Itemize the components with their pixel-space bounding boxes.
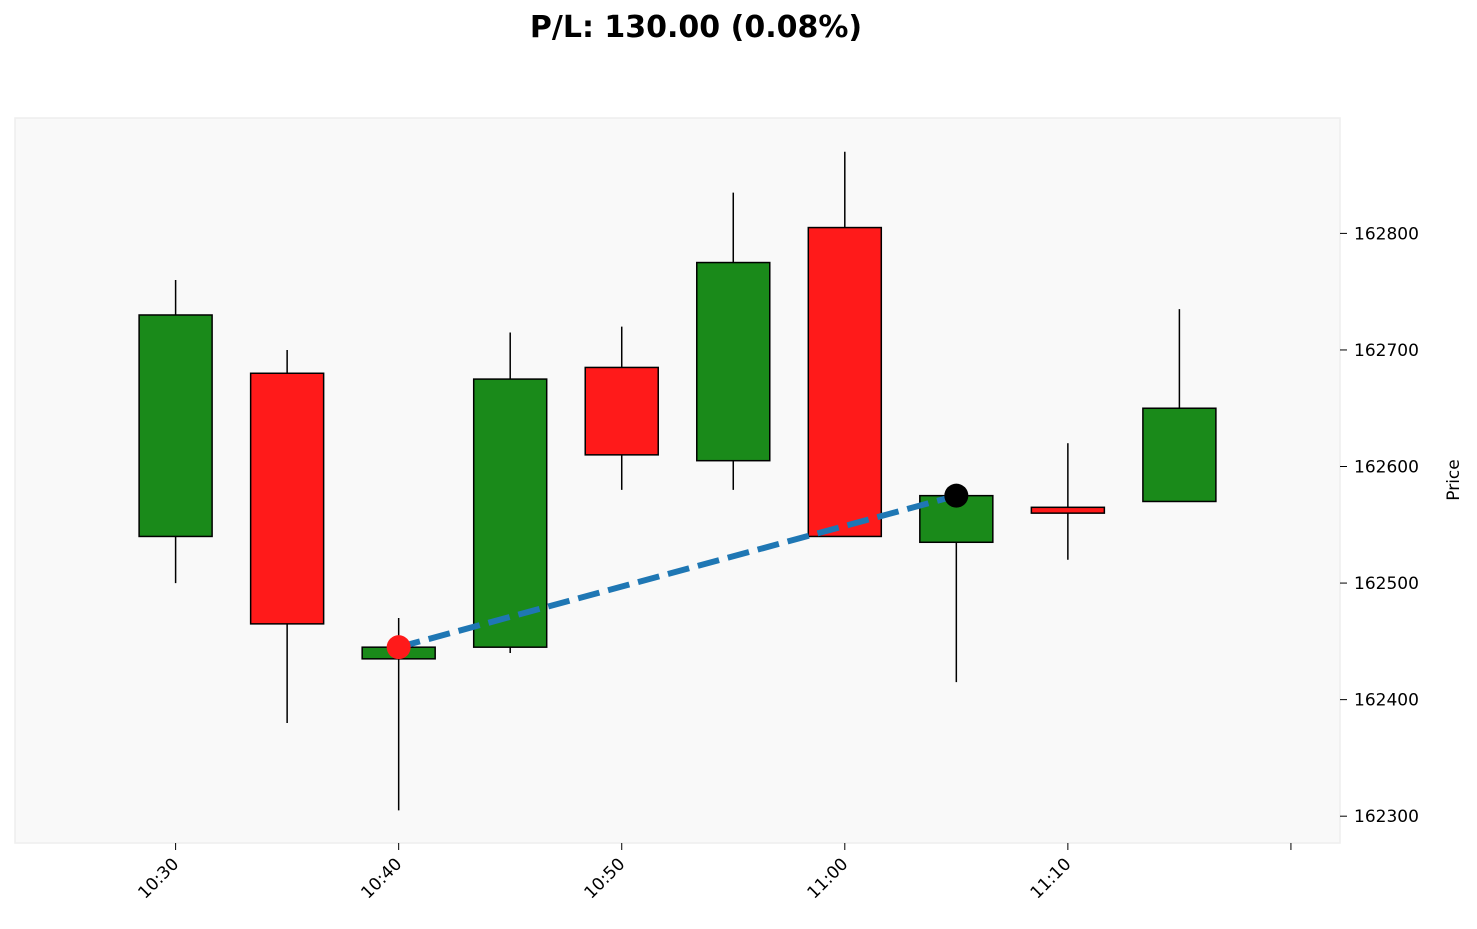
y-tick-label: 162800 <box>1354 224 1419 244</box>
entry-marker <box>386 635 411 660</box>
x-tick-label: 10:40 <box>357 854 406 903</box>
candle-down <box>807 226 883 538</box>
plot-area <box>14 117 1341 844</box>
candle-up <box>138 314 213 538</box>
exit-marker <box>944 483 969 508</box>
candle-up <box>696 261 771 462</box>
candle-down <box>249 372 325 625</box>
candle-up <box>472 378 548 648</box>
trade-line <box>397 492 958 651</box>
x-tick-label: 10:30 <box>134 854 183 903</box>
chart-title: P/L: 130.00 (0.08%) <box>529 10 863 45</box>
y-tick-label: 162300 <box>1354 807 1419 827</box>
candle-down <box>1030 506 1106 514</box>
y-tick-label: 162500 <box>1354 574 1419 594</box>
y-tick-label: 162600 <box>1354 458 1419 478</box>
x-tick-label: 10:50 <box>580 854 629 903</box>
y-tick-label: 162400 <box>1354 691 1419 711</box>
y-axis-label: Price <box>1444 459 1464 500</box>
candle-down <box>584 366 659 456</box>
y-tick-label: 162700 <box>1354 341 1419 361</box>
candle-up <box>1142 407 1217 503</box>
x-tick-label: 11:00 <box>804 854 853 903</box>
x-tick-label: 11:10 <box>1027 854 1076 903</box>
